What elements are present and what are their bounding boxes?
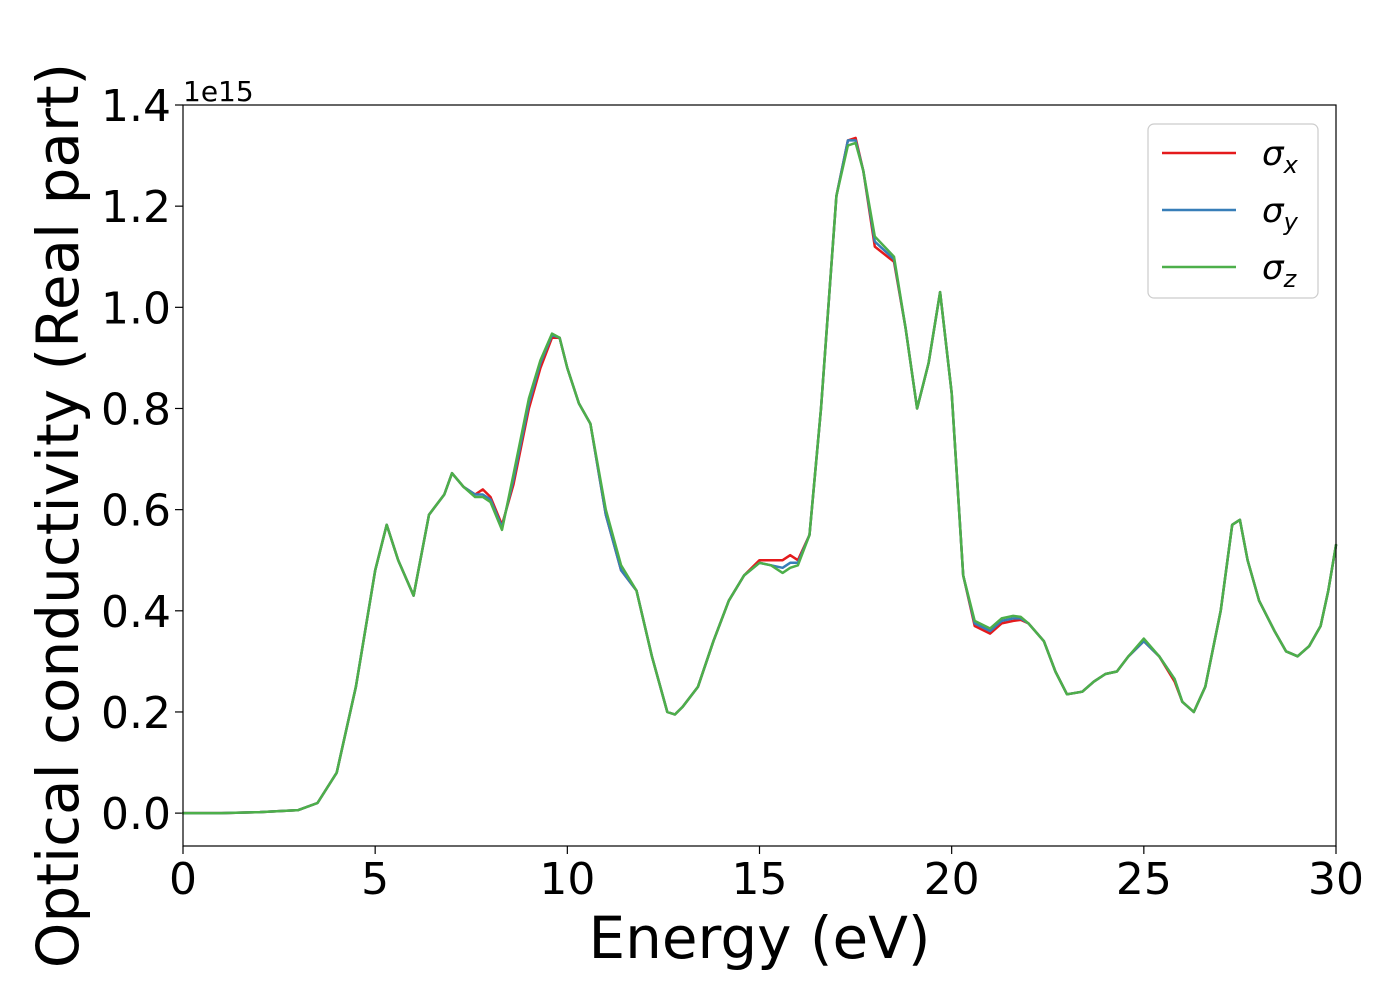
legend-label-y: σy	[1262, 191, 1299, 236]
legend-subscript-y: y	[1283, 208, 1299, 236]
y-tick-label: 0.8	[101, 384, 171, 435]
y-axis-offset-text: 1e15	[183, 75, 254, 108]
y-tick-label: 0.0	[101, 789, 171, 840]
x-tick-label: 5	[361, 854, 389, 905]
y-tick-label: 1.2	[101, 182, 171, 233]
y-tick-label: 0.4	[101, 587, 171, 638]
series-layer	[181, 136, 1338, 815]
y-axis-title: Optical conductivity (Real part)	[24, 63, 92, 968]
y-tick-label: 1.4	[101, 81, 171, 132]
ticks-layer: 0 5 10 15 20 25 30 0.0 0.2 0.4 0.6 0.8 1.0 1.2 1.4	[101, 81, 1364, 905]
x-tick-label: 20	[924, 854, 980, 905]
legend-label-x: σx	[1262, 134, 1299, 179]
y-tick-label: 1.0	[101, 283, 171, 334]
x-tick-label: 30	[1308, 854, 1364, 905]
series-line-z	[181, 141, 1338, 815]
legend-subscript-x: x	[1283, 151, 1299, 179]
x-tick-label: 15	[732, 854, 788, 905]
y-tick-label: 0.6	[101, 486, 171, 537]
x-tick-label: 25	[1116, 854, 1172, 905]
x-axis-title: Energy (eV)	[588, 904, 930, 972]
plot-frame	[182, 104, 1337, 847]
x-tick-label: 10	[539, 854, 595, 905]
x-tick-label: 0	[169, 854, 197, 905]
y-tick-label: 0.2	[101, 688, 171, 739]
legend-subscript-z: z	[1283, 265, 1298, 293]
